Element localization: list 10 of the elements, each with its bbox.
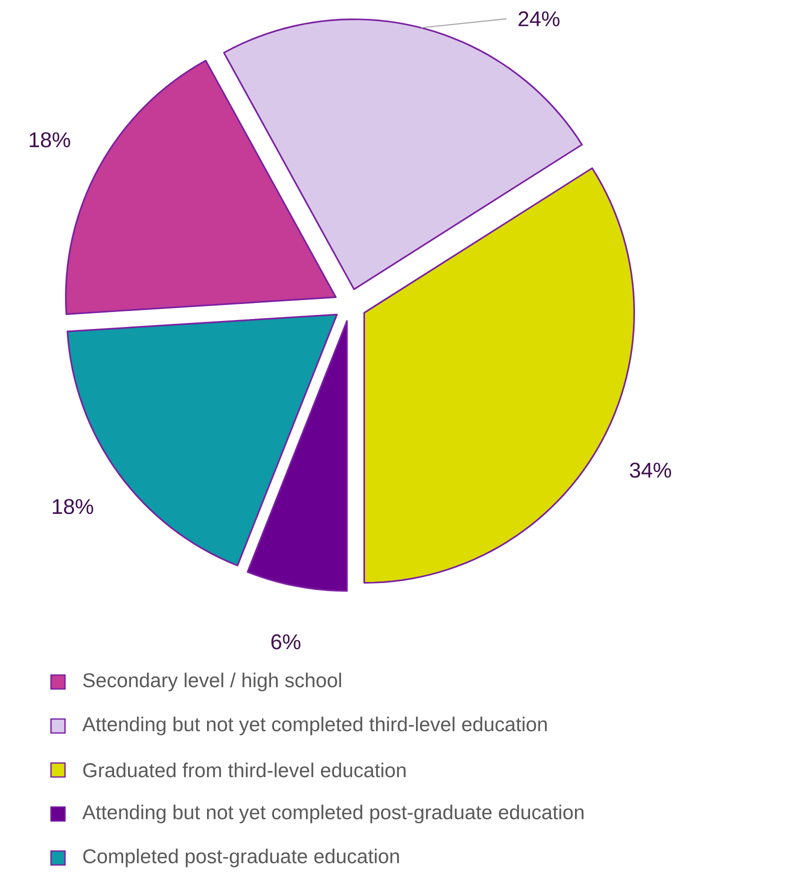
legend-label: Graduated from third-level education bbox=[83, 762, 406, 778]
legend-label: Secondary level / high school bbox=[83, 672, 342, 692]
data-label: 34% bbox=[630, 462, 672, 478]
data-label: 18% bbox=[52, 499, 94, 514]
legend-label: Completed post-graduate education bbox=[83, 848, 399, 868]
data-label: 6% bbox=[271, 634, 300, 650]
legend-label: Attending but not yet completed third-level education bbox=[82, 716, 547, 736]
data-label: 24% bbox=[518, 11, 560, 26]
legend-label: Attending but not yet completed post-graduate education bbox=[82, 804, 584, 824]
data-label: 18% bbox=[30, 132, 70, 148]
